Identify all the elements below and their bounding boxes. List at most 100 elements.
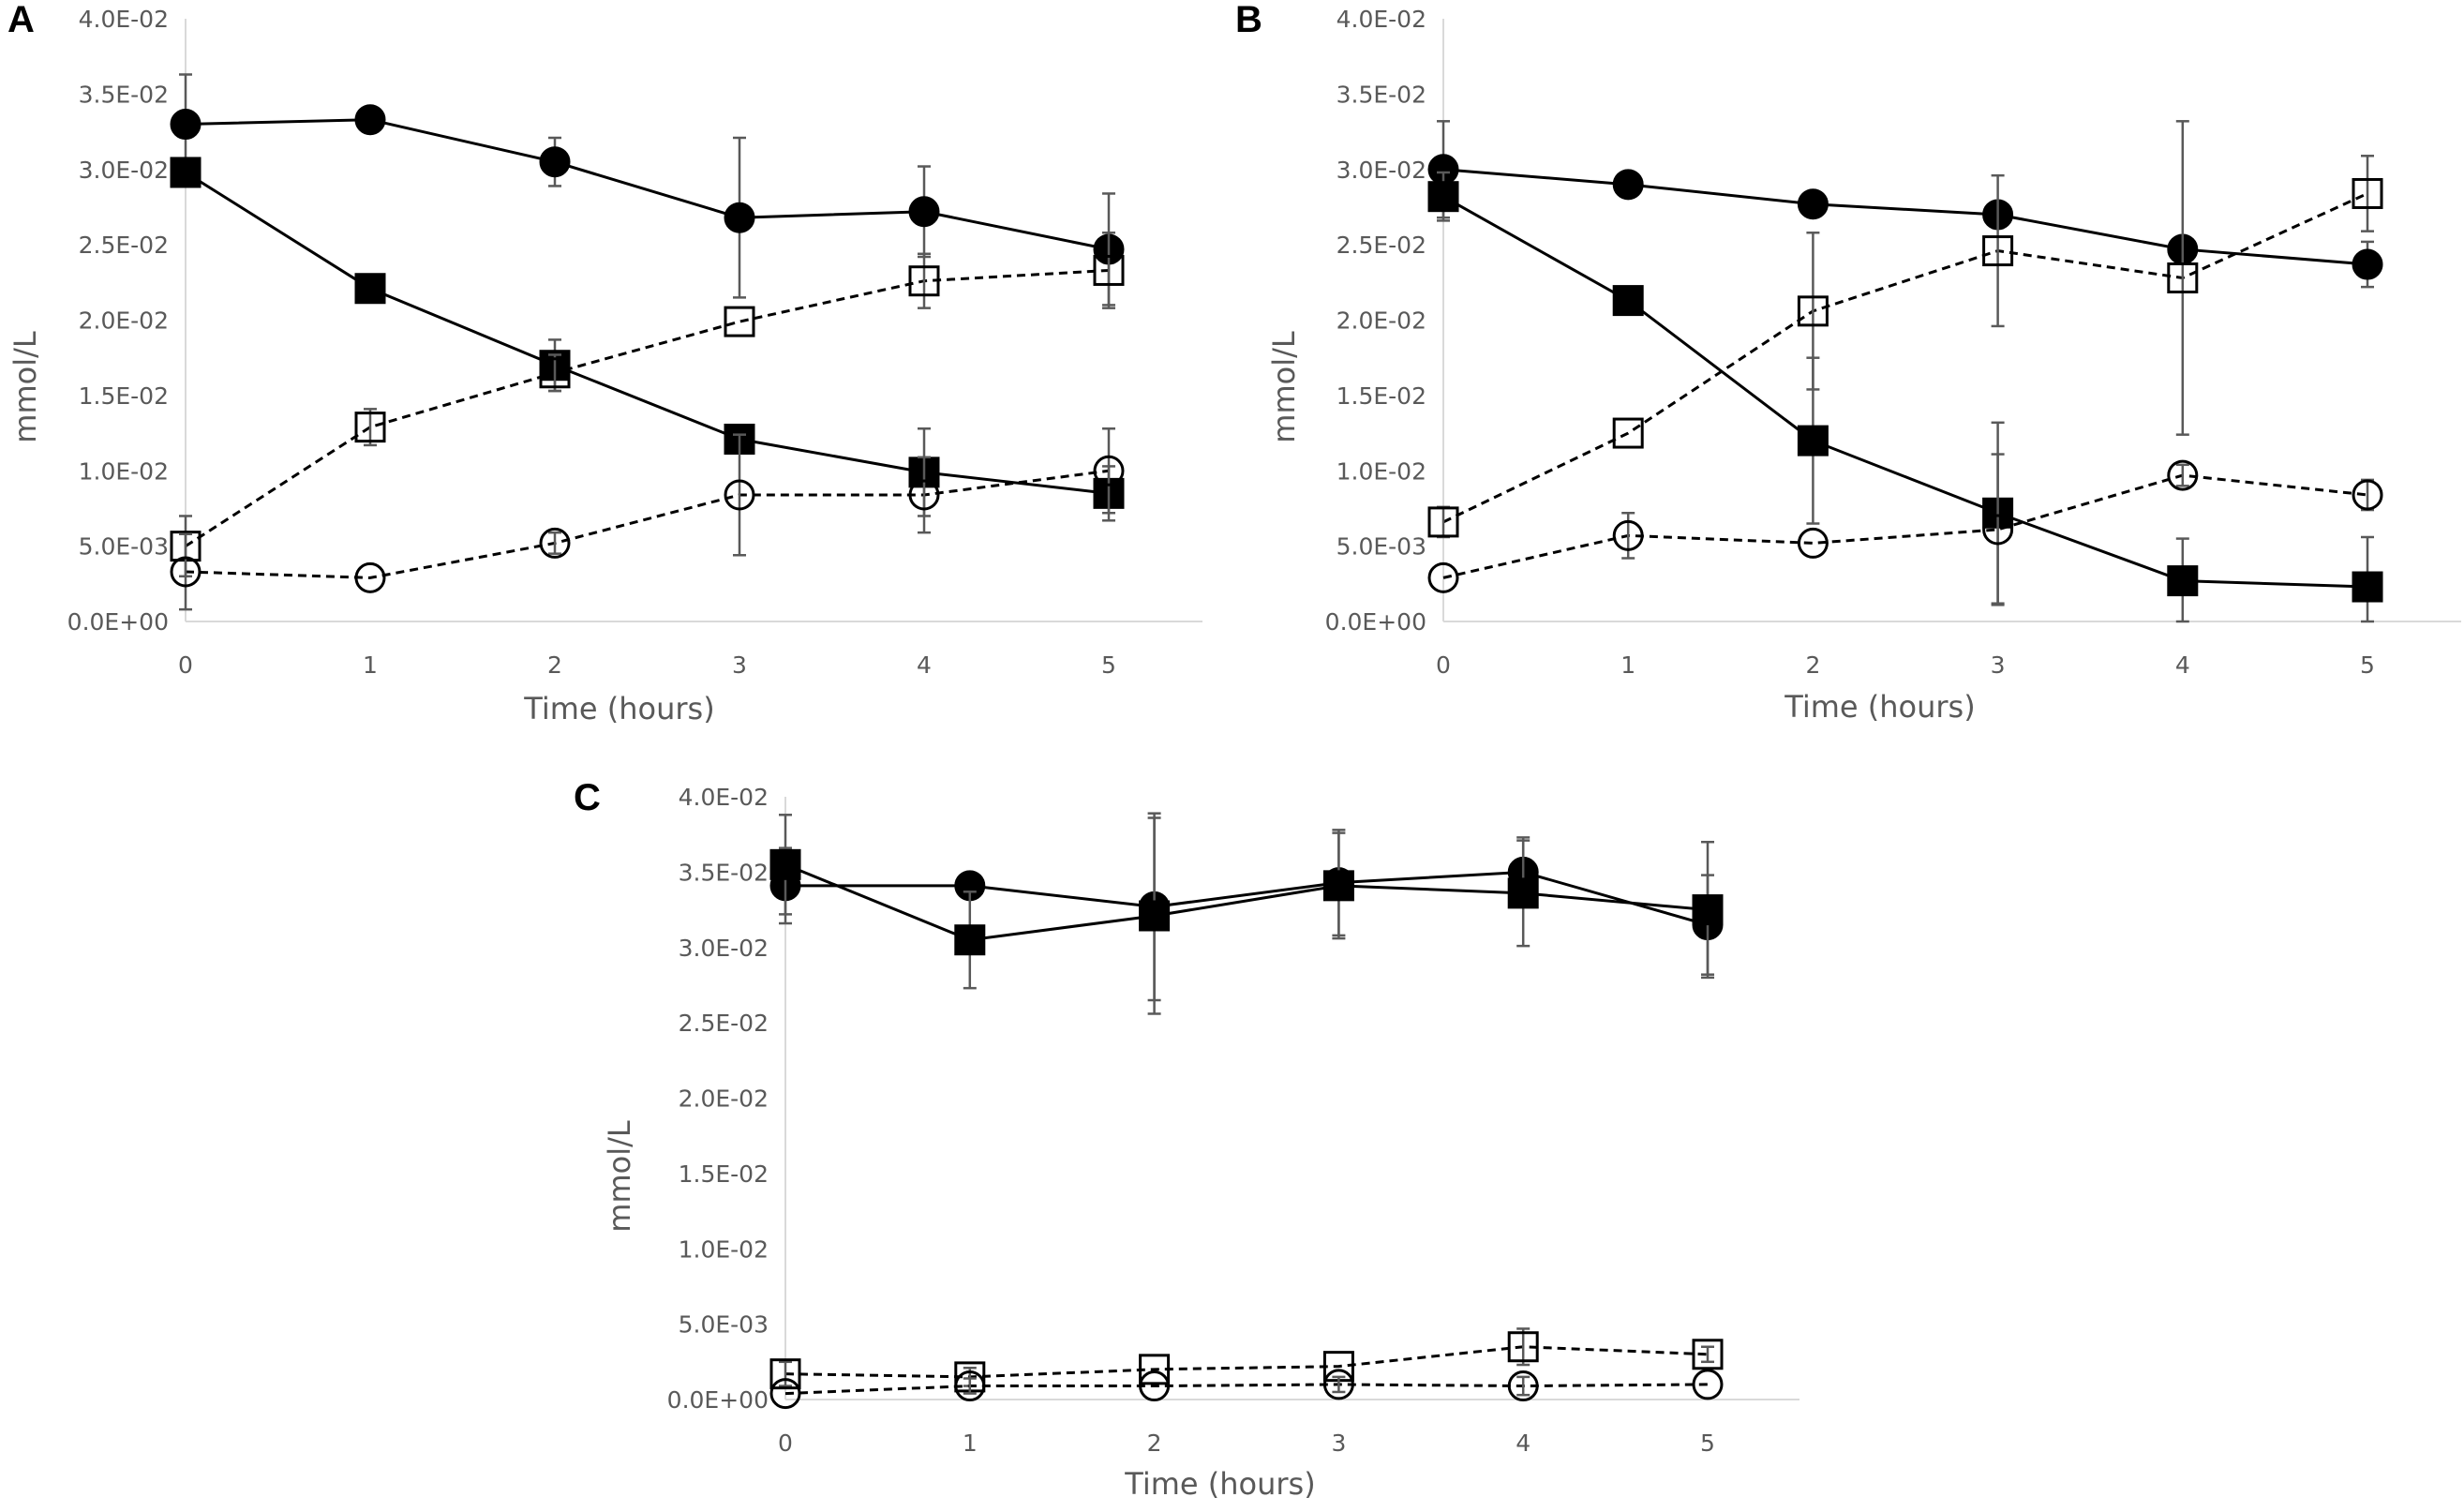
x-axis-label: Time (hours) <box>1124 1466 1315 1502</box>
y-tick-label: 5.0E-03 <box>679 1311 769 1339</box>
x-tick-label: 0 <box>1436 651 1451 679</box>
series-line-open-circle <box>784 1383 1709 1396</box>
x-tick-label: 5 <box>1700 1430 1715 1457</box>
plot-area: 0.0E+00 5.0E-03 1.0E-02 1.5E-02 2.0E-02 2.5E-… <box>667 784 1799 1457</box>
data-point-open-circle <box>1692 1369 1724 1400</box>
data-point-open-circle <box>1139 1370 1171 1402</box>
series-line-filled-square <box>185 171 1110 495</box>
data-point-filled-square <box>1692 894 1724 926</box>
y-tick-label: 1.5E-02 <box>79 382 169 410</box>
data-point-filled-square <box>354 273 386 305</box>
y-tick-label: 2.0E-02 <box>79 307 169 335</box>
data-point-open-square <box>2352 177 2383 209</box>
y-tick-label: 1.5E-02 <box>679 1160 769 1188</box>
data-point-filled-square <box>1427 181 1459 213</box>
y-tick-label: 3.0E-02 <box>1337 157 1426 184</box>
data-point-open-circle <box>2167 459 2199 491</box>
data-point-filled-square <box>170 157 202 188</box>
x-tick-label: 2 <box>547 651 562 679</box>
data-point-filled-square <box>1139 900 1171 932</box>
x-tick-label: 3 <box>1991 651 2006 679</box>
x-tick-label: 1 <box>963 1430 978 1457</box>
y-tick-label: 3.5E-02 <box>1337 81 1426 108</box>
data-point-open-square <box>769 1358 801 1390</box>
data-point-open-circle <box>2352 479 2383 511</box>
plot-area: 0.0E+00 5.0E-03 1.0E-02 1.5E-02 2.0E-02 2.5E-… <box>67 6 1202 679</box>
data-point-open-square <box>539 357 571 389</box>
series-line-open-square <box>784 1345 1709 1379</box>
panel-label: A <box>7 0 35 40</box>
panel-b: B 0.0E+00 5.0E-03 1.0E-02 1.5E-02 2.0E-02 2.5… <box>1235 0 2461 725</box>
x-tick-label: 4 <box>2175 651 2190 679</box>
y-tick-label: 1.0E-02 <box>1337 457 1426 485</box>
x-tick-label: 5 <box>2360 651 2375 679</box>
data-point-open-square <box>1093 254 1125 286</box>
data-point-filled-circle <box>1797 188 1829 220</box>
x-axis-label: Time (hours) <box>523 691 714 726</box>
data-point-open-circle <box>954 1370 986 1402</box>
y-tick-label: 1.5E-02 <box>1337 382 1426 410</box>
data-point-open-circle <box>354 561 386 593</box>
data-point-filled-square <box>769 848 801 880</box>
series-line-filled-circle <box>785 870 1709 927</box>
data-point-filled-circle <box>354 104 386 136</box>
y-tick-label: 0.0E+00 <box>667 1386 769 1414</box>
series-line-filled-circle <box>185 118 1110 251</box>
y-tick-label: 4.0E-02 <box>79 6 169 33</box>
data-point-open-square <box>724 306 755 337</box>
y-tick-label: 2.0E-02 <box>1337 307 1426 335</box>
y-tick-label: 0.0E+00 <box>67 608 169 636</box>
data-point-open-square <box>908 265 940 297</box>
data-point-open-square <box>1427 506 1459 538</box>
series-line-filled-square <box>784 862 1709 942</box>
x-tick-label: 3 <box>1331 1430 1346 1457</box>
data-point-open-circle <box>724 479 755 511</box>
data-point-open-square <box>1612 417 1644 449</box>
panel-a: A 0.0E+00 5.0E-03 1.0E-02 1.5E-02 2.0E-02 2.5… <box>7 0 1202 726</box>
data-point-open-circle <box>1982 514 2014 546</box>
y-tick-label: 1.0E-02 <box>679 1235 769 1263</box>
data-point-open-circle <box>1427 561 1459 593</box>
x-tick-label: 2 <box>1147 1430 1162 1457</box>
data-point-filled-circle <box>539 146 571 178</box>
panel-c: C 0.0E+00 5.0E-03 1.0E-02 1.5E-02 2.0E-02 2.5… <box>574 777 1799 1502</box>
panel-label: B <box>1235 0 1262 40</box>
y-tick-label: 3.0E-02 <box>79 157 169 184</box>
x-tick-label: 3 <box>732 651 747 679</box>
data-point-filled-circle <box>2352 248 2383 280</box>
y-tick-label: 0.0E+00 <box>1325 608 1426 636</box>
data-point-open-circle <box>1093 455 1125 487</box>
panel-label: C <box>574 777 601 818</box>
x-tick-label: 1 <box>1620 651 1635 679</box>
y-axis-label: mmol/L <box>7 331 43 443</box>
x-tick-label: 2 <box>1805 651 1820 679</box>
y-tick-label: 3.0E-02 <box>679 935 769 962</box>
plot-area: 0.0E+00 5.0E-03 1.0E-02 1.5E-02 2.0E-02 2.5E-… <box>1325 6 2461 679</box>
y-axis-label: mmol/L <box>1266 331 1302 443</box>
y-tick-label: 3.5E-02 <box>679 859 769 886</box>
y-tick-label: 2.5E-02 <box>1337 232 1426 259</box>
series-line-open-circle <box>1442 473 2368 579</box>
data-point-open-circle <box>1797 527 1829 559</box>
data-point-filled-square <box>2352 571 2383 603</box>
y-axis-label: mmol/L <box>602 1120 637 1233</box>
series-line-filled-circle <box>1442 168 2368 266</box>
data-point-open-circle <box>1322 1369 1354 1400</box>
series-line-filled-square <box>1442 195 2368 589</box>
y-tick-label: 2.5E-02 <box>79 232 169 259</box>
x-tick-label: 1 <box>363 651 378 679</box>
data-point-open-circle <box>769 1378 801 1410</box>
data-point-open-square <box>1982 235 2014 267</box>
y-tick-label: 1.0E-02 <box>79 457 169 485</box>
data-point-open-circle <box>539 527 571 559</box>
y-tick-label: 2.5E-02 <box>679 1010 769 1037</box>
y-tick-label: 3.5E-02 <box>79 81 169 108</box>
data-point-open-square <box>2167 262 2199 293</box>
data-point-open-circle <box>170 556 202 588</box>
x-tick-label: 5 <box>1101 651 1116 679</box>
x-tick-label: 0 <box>778 1430 793 1457</box>
x-tick-label: 4 <box>1516 1430 1531 1457</box>
data-point-open-square <box>1797 295 1829 327</box>
x-tick-label: 0 <box>178 651 193 679</box>
